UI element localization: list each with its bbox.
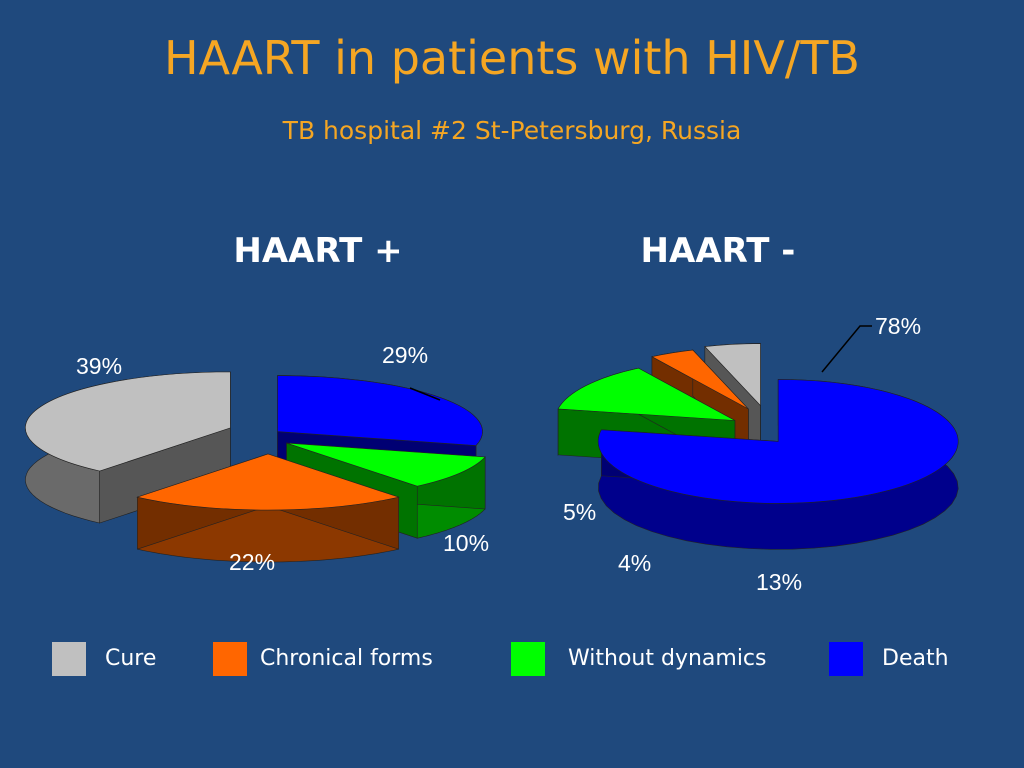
legend-swatch-chronical <box>213 642 247 676</box>
pie-slice-chronical <box>136 453 400 563</box>
data-label-without-haart-plus: 10% <box>443 530 489 556</box>
legend: Cure Chronical forms Without dynamics De… <box>0 640 1024 680</box>
data-label-cure-haart-minus: 5% <box>563 499 596 525</box>
leader-line-death-haart-plus <box>409 387 441 401</box>
pie-slice-top-chronical <box>136 453 400 511</box>
slide-subtitle: TB hospital #2 St-Petersburg, Russia <box>282 116 742 145</box>
legend-label-chronical: Chronical forms <box>260 646 433 671</box>
data-label-without-haart-minus: 13% <box>756 569 802 595</box>
pie-slice-top-chronical <box>651 349 749 410</box>
pie-slice-top-cure <box>25 371 231 472</box>
legend-label-cure: Cure <box>105 646 157 671</box>
data-label-chronical-haart-minus: 4% <box>618 550 651 576</box>
pie-data-labels: 39% 22% 10% 29% 5% 4% 13% 78% <box>76 313 921 595</box>
pie-slice-top-death <box>597 379 959 504</box>
legend-swatch-death <box>829 642 863 676</box>
data-label-chronical-haart-plus: 22% <box>229 549 275 575</box>
pie-slice-death <box>597 379 959 550</box>
leader-line-death-haart-minus <box>821 325 872 373</box>
data-label-cure-haart-plus: 39% <box>76 353 122 379</box>
legend-swatch-without <box>511 642 545 676</box>
chart-title-haart-minus: HAART - <box>640 231 796 271</box>
pie-slice-top-without <box>557 367 736 421</box>
data-label-death-haart-plus: 29% <box>382 342 428 368</box>
pie-chart-haart-plus <box>25 371 486 563</box>
data-label-death-haart-minus: 78% <box>875 313 921 339</box>
legend-swatch-cure <box>52 642 86 676</box>
pie-chart-haart-minus <box>557 343 959 550</box>
slide-title: HAART in patients with HIV/TB <box>164 31 860 85</box>
pie-slice-cure <box>25 371 231 524</box>
pie-slice-top-cure <box>704 343 761 407</box>
pie-slice-top-without <box>286 442 486 487</box>
chart-title-haart-plus: HAART + <box>233 231 403 271</box>
legend-label-without: Without dynamics <box>568 646 767 671</box>
legend-label-death: Death <box>882 646 949 671</box>
pie-slice-top-death <box>277 375 483 446</box>
